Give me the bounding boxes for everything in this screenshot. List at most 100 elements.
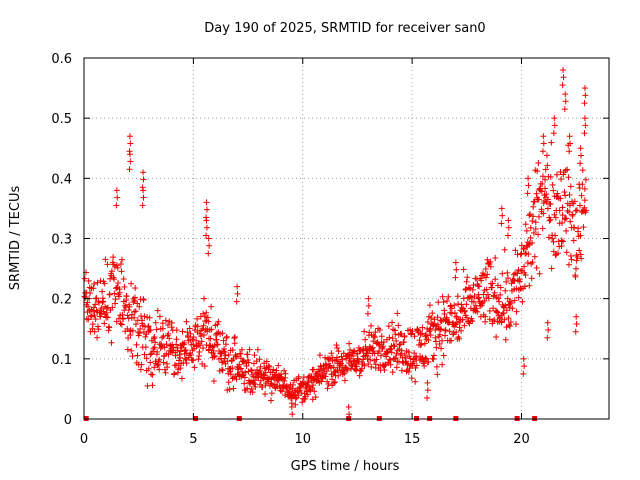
data-point	[491, 316, 498, 323]
data-point	[582, 176, 589, 183]
data-point	[482, 265, 489, 272]
data-point	[546, 217, 553, 224]
data-point	[345, 351, 352, 358]
data-point	[487, 263, 494, 270]
data-point	[126, 133, 133, 140]
data-point	[581, 185, 588, 192]
data-point	[166, 335, 173, 342]
data-point	[220, 337, 227, 344]
x-tick-label: 15	[404, 432, 421, 447]
data-point	[576, 202, 583, 209]
data-point	[145, 365, 152, 372]
data-point	[559, 219, 566, 226]
data-point	[536, 270, 543, 277]
data-point	[571, 224, 578, 231]
data-point	[154, 307, 161, 314]
data-point	[316, 352, 323, 359]
data-point	[341, 377, 348, 384]
data-point	[205, 235, 212, 242]
data-point	[578, 255, 585, 262]
data-point	[558, 176, 565, 183]
data-point	[204, 328, 211, 335]
data-point	[567, 218, 574, 225]
data-point	[572, 328, 579, 335]
data-point	[435, 299, 442, 306]
data-point	[439, 293, 446, 300]
data-point	[456, 324, 463, 331]
data-point	[93, 295, 100, 302]
data-point	[148, 371, 155, 378]
data-point	[478, 277, 485, 284]
data-point	[149, 371, 156, 378]
data-point	[515, 294, 522, 301]
data-point	[496, 298, 503, 305]
data-point	[95, 326, 102, 333]
data-point	[112, 296, 119, 303]
data-point	[266, 363, 273, 370]
data-point	[444, 298, 451, 305]
data-point	[470, 298, 477, 305]
data-point	[370, 333, 377, 340]
data-point	[369, 344, 376, 351]
data-point	[461, 308, 468, 315]
data-point	[424, 318, 431, 325]
data-point	[116, 293, 123, 300]
data-point	[127, 158, 134, 165]
data-point	[408, 375, 415, 382]
data-point	[538, 206, 545, 213]
data-point	[448, 337, 455, 344]
data-point	[260, 375, 267, 382]
data-point	[154, 362, 161, 369]
data-point	[451, 302, 458, 309]
data-point	[140, 194, 147, 201]
data-point	[379, 345, 386, 352]
data-point	[526, 282, 533, 289]
data-point	[87, 312, 94, 319]
data-point	[543, 199, 550, 206]
data-point	[474, 308, 481, 315]
data-point	[201, 295, 208, 302]
data-point	[547, 173, 554, 180]
data-point	[524, 259, 531, 266]
data-point	[464, 274, 471, 281]
data-point	[524, 190, 531, 197]
data-point	[417, 331, 424, 338]
data-point	[568, 256, 575, 263]
data-point	[85, 277, 92, 284]
data-point	[557, 195, 564, 202]
data-point	[573, 320, 580, 327]
data-point	[563, 227, 570, 234]
data-point	[570, 237, 577, 244]
data-point	[335, 372, 342, 379]
data-point	[529, 259, 536, 266]
data-point	[482, 318, 489, 325]
data-point	[140, 187, 147, 194]
data-point	[344, 367, 351, 374]
data-point	[434, 371, 441, 378]
data-point	[409, 328, 416, 335]
data-point	[145, 323, 152, 330]
data-point	[282, 370, 289, 377]
data-point	[463, 314, 470, 321]
data-point	[521, 363, 528, 370]
data-point	[520, 355, 527, 362]
data-point	[428, 314, 435, 321]
data-point	[485, 295, 492, 302]
data-point	[440, 352, 447, 359]
y-tick-labels: 0 0.1 0.2 0.3 0.4 0.5 0.6	[51, 52, 72, 428]
data-point	[339, 362, 346, 369]
y-axis-title: SRMTID / TECUs	[8, 186, 23, 291]
data-point	[210, 378, 217, 385]
data-point	[373, 356, 380, 363]
data-point	[438, 337, 445, 344]
data-point	[453, 266, 460, 273]
data-point	[325, 356, 332, 363]
data-point	[499, 270, 506, 277]
data-point	[144, 314, 151, 321]
data-point	[155, 361, 162, 368]
data-point	[574, 207, 581, 214]
data-point	[159, 343, 166, 350]
data-point	[504, 232, 511, 239]
data-point	[544, 334, 551, 341]
data-point	[455, 301, 462, 308]
